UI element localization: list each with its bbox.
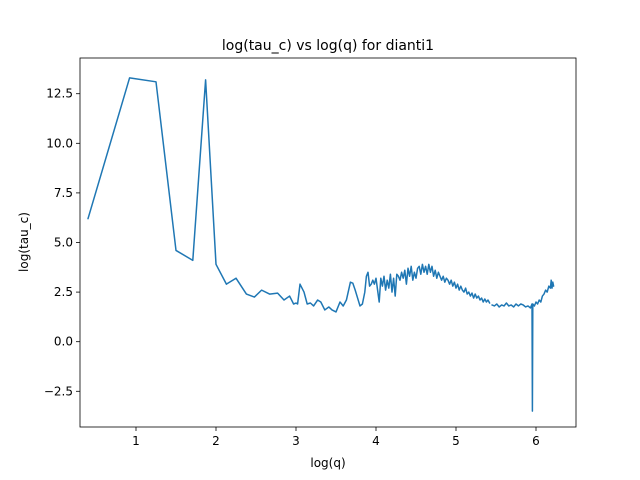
series-line-2 bbox=[491, 279, 555, 412]
y-tick-label: 0.0 bbox=[54, 335, 73, 349]
x-tick-label: 2 bbox=[212, 434, 220, 448]
y-tick-label: 10.0 bbox=[46, 136, 73, 150]
y-axis-ticks: −2.5 0.0 2.5 5.0 7.5 10.0 12.5 bbox=[44, 87, 80, 398]
y-tick-label: 2.5 bbox=[54, 285, 73, 299]
chart-title: log(tau_c) vs log(q) for dianti1 bbox=[222, 38, 434, 54]
y-axis-label: log(tau_c) bbox=[17, 212, 31, 272]
x-tick-label: 6 bbox=[532, 434, 540, 448]
x-tick-label: 4 bbox=[372, 434, 380, 448]
x-axis-ticks: 1 2 3 4 5 6 bbox=[132, 427, 540, 448]
x-tick-label: 5 bbox=[452, 434, 460, 448]
y-tick-label: 7.5 bbox=[54, 186, 73, 200]
series-layer bbox=[87, 77, 555, 412]
y-tick-label: 5.0 bbox=[54, 236, 73, 250]
x-axis-label: log(q) bbox=[310, 456, 345, 470]
plot-area: 1 2 3 4 5 6 −2.5 0.0 2.5 5.0 7.5 10.0 12.5 bbox=[44, 57, 577, 448]
x-tick-label: 3 bbox=[292, 434, 300, 448]
series-line-1 bbox=[87, 77, 491, 313]
y-tick-label: 12.5 bbox=[46, 87, 73, 101]
x-tick-label: 1 bbox=[132, 434, 140, 448]
y-tick-label: −2.5 bbox=[44, 384, 73, 398]
